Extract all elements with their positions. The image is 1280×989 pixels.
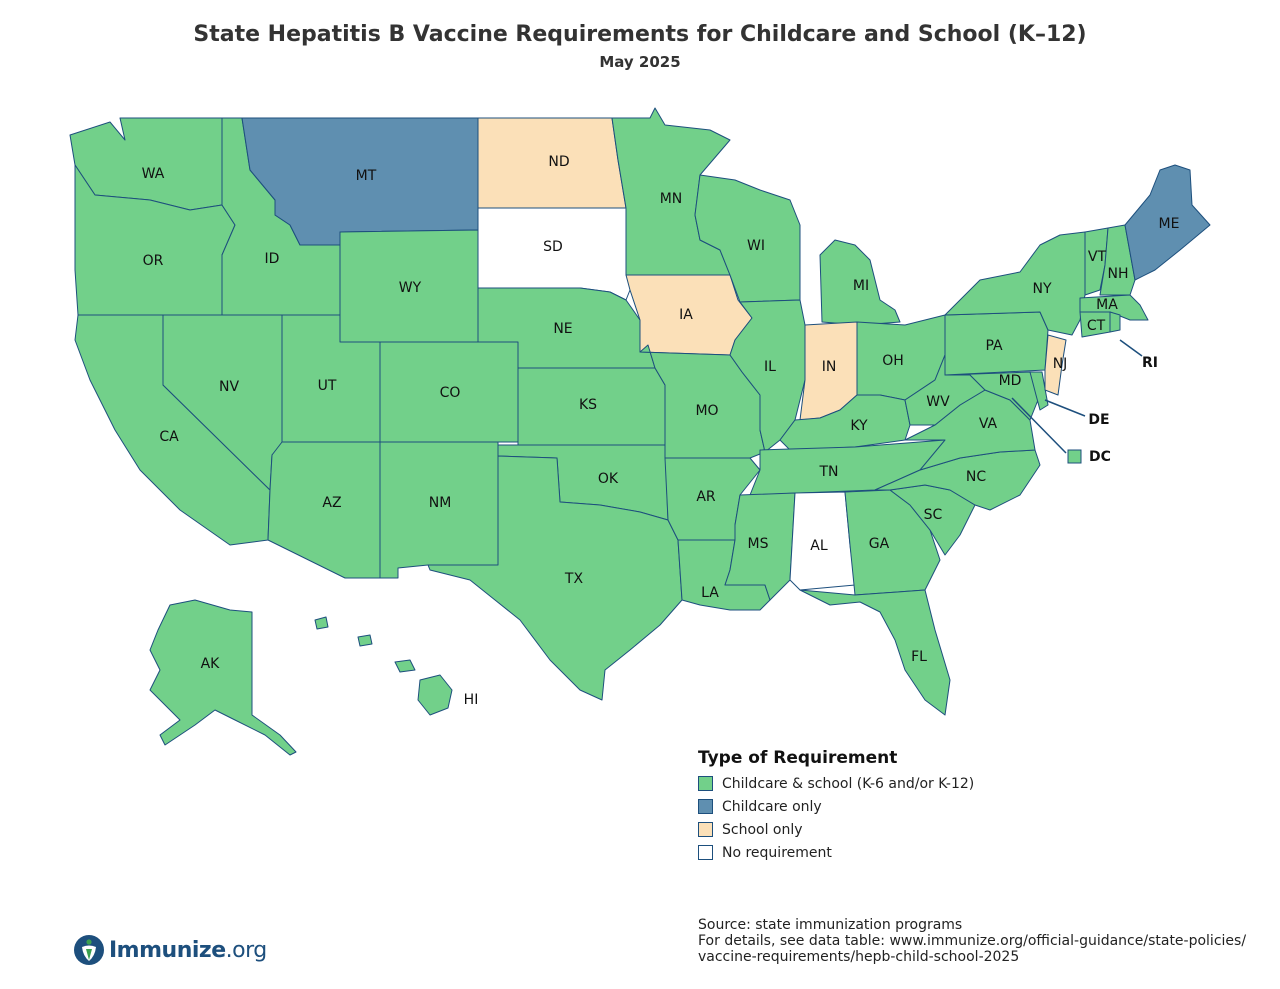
legend-item-childcare-school: Childcare & school (K-6 and/or K-12) bbox=[698, 772, 998, 795]
immunize-logo-icon bbox=[74, 935, 104, 965]
label-ct: CT bbox=[1087, 318, 1106, 334]
label-la: LA bbox=[701, 585, 719, 601]
label-vt: VT bbox=[1088, 249, 1107, 265]
label-id: ID bbox=[265, 251, 280, 267]
legend-title: Type of Requirement bbox=[698, 748, 898, 768]
label-tx: TX bbox=[564, 571, 584, 587]
dc-swatch bbox=[1067, 449, 1082, 464]
label-nv: NV bbox=[219, 379, 239, 395]
label-dc: DC bbox=[1089, 449, 1111, 465]
label-hi: HI bbox=[464, 692, 479, 708]
label-de: DE bbox=[1088, 412, 1109, 428]
label-nh: NH bbox=[1108, 266, 1129, 282]
state-nj bbox=[1044, 334, 1067, 396]
label-wa: WA bbox=[142, 166, 165, 182]
legend-label: School only bbox=[722, 821, 803, 838]
label-ca: CA bbox=[159, 429, 179, 445]
label-ok: OK bbox=[598, 471, 619, 487]
label-nj: NJ bbox=[1053, 356, 1068, 372]
label-mn: MN bbox=[660, 191, 683, 207]
label-ri: RI bbox=[1142, 355, 1158, 371]
legend-swatch bbox=[698, 845, 713, 860]
logo-name: Immunize bbox=[109, 937, 226, 963]
legend-swatch bbox=[698, 799, 713, 814]
label-ga: GA bbox=[869, 536, 890, 552]
logo-suffix: .org bbox=[225, 937, 268, 963]
label-pa: PA bbox=[985, 338, 1003, 354]
label-nd: ND bbox=[548, 154, 569, 170]
state-hi-main bbox=[417, 674, 453, 716]
source-note: Source: state immunization programs For … bbox=[698, 917, 1268, 965]
label-il: IL bbox=[764, 359, 776, 375]
legend-label: Childcare only bbox=[722, 798, 822, 815]
label-ny: NY bbox=[1032, 281, 1051, 297]
map-title: State Hepatitis B Vaccine Requirements f… bbox=[193, 22, 1087, 47]
label-wi: WI bbox=[747, 238, 765, 254]
label-ky: KY bbox=[850, 418, 868, 434]
details-url-line: vaccine-requirements/hepb-child-school-2… bbox=[698, 949, 1020, 965]
label-ks: KS bbox=[579, 397, 597, 413]
state-fl bbox=[799, 589, 951, 716]
legend: Type of Requirement Childcare & school (… bbox=[698, 748, 998, 864]
state-hi-kauai bbox=[314, 616, 329, 630]
state-me bbox=[1124, 164, 1211, 281]
label-wv: WV bbox=[926, 394, 950, 410]
details-line: For details, see data table: www.immuniz… bbox=[698, 933, 1247, 949]
state-de bbox=[1029, 371, 1049, 411]
label-md: MD bbox=[999, 373, 1022, 389]
label-sc: SC bbox=[924, 507, 943, 523]
label-me: ME bbox=[1159, 216, 1180, 232]
legend-item-none: No requirement bbox=[698, 841, 998, 864]
immunize-logo: Immunize.org bbox=[73, 934, 267, 966]
label-tn: TN bbox=[818, 464, 838, 480]
legend-swatch bbox=[698, 822, 713, 837]
label-ne: NE bbox=[553, 321, 572, 337]
label-fl: FL bbox=[911, 649, 927, 665]
legend-item-school-only: School only bbox=[698, 818, 998, 841]
label-nm: NM bbox=[429, 495, 452, 511]
label-sd: SD bbox=[543, 239, 563, 255]
state-hi-oahu bbox=[357, 634, 373, 647]
label-al: AL bbox=[810, 538, 828, 554]
logo-text: Immunize.org bbox=[109, 938, 267, 963]
legend-label: No requirement bbox=[722, 844, 832, 861]
label-nc: NC bbox=[966, 469, 986, 485]
state-hi-maui bbox=[394, 659, 416, 673]
label-va: VA bbox=[979, 416, 998, 432]
de-leader-line bbox=[1044, 399, 1086, 417]
state-ri bbox=[1109, 311, 1121, 333]
state-ak bbox=[149, 599, 297, 756]
label-mo: MO bbox=[695, 403, 718, 419]
label-co: CO bbox=[440, 385, 461, 401]
label-ut: UT bbox=[318, 378, 337, 394]
state-tx bbox=[427, 455, 683, 701]
label-mt: MT bbox=[356, 168, 377, 184]
label-ma: MA bbox=[1096, 297, 1118, 313]
legend-label: Childcare & school (K-6 and/or K-12) bbox=[722, 775, 975, 792]
legend-swatch bbox=[698, 776, 713, 791]
label-or: OR bbox=[143, 253, 164, 269]
label-ar: AR bbox=[696, 489, 716, 505]
label-mi: MI bbox=[853, 278, 869, 294]
label-oh: OH bbox=[882, 353, 904, 369]
label-wy: WY bbox=[399, 280, 422, 296]
label-az: AZ bbox=[322, 495, 341, 511]
label-ak: AK bbox=[201, 656, 221, 672]
ri-leader-line bbox=[1119, 339, 1143, 357]
source-line: Source: state immunization programs bbox=[698, 917, 963, 933]
legend-item-childcare-only: Childcare only bbox=[698, 795, 998, 818]
label-in: IN bbox=[822, 359, 837, 375]
label-ia: IA bbox=[679, 307, 693, 323]
dc-leader-line bbox=[1011, 397, 1067, 454]
label-ms: MS bbox=[748, 536, 769, 552]
map-subtitle: May 2025 bbox=[599, 53, 681, 71]
